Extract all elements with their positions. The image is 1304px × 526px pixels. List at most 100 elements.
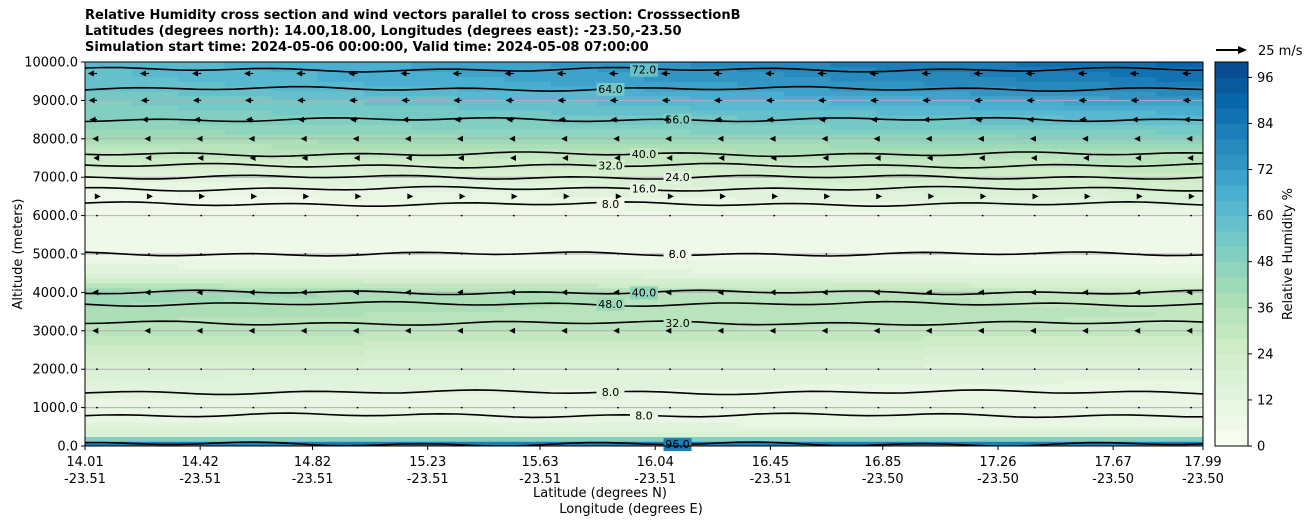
field-cell <box>178 254 226 260</box>
field-cell <box>411 422 459 428</box>
field-cell <box>644 287 692 293</box>
wind-vector <box>148 368 150 371</box>
field-cell <box>224 431 272 437</box>
field-cell <box>783 172 831 178</box>
field-cell <box>690 292 738 298</box>
field-cell <box>737 268 785 274</box>
field-cell <box>1156 441 1203 446</box>
field-cell <box>597 258 645 265</box>
colorbar-segment <box>1215 338 1248 355</box>
field-cell <box>970 287 1018 293</box>
field-cell <box>830 340 878 346</box>
field-cell <box>1016 287 1064 293</box>
field-cell <box>364 220 412 226</box>
field-cell <box>457 287 505 293</box>
field-cell <box>317 66 366 73</box>
field-cell <box>271 124 319 130</box>
field-cell <box>737 306 785 313</box>
field-cell <box>876 369 925 375</box>
field-cell <box>271 110 319 116</box>
field-cell <box>876 225 925 231</box>
field-cell <box>970 66 1018 73</box>
field-cell <box>411 129 459 135</box>
field-cell <box>737 388 785 394</box>
wind-vector-head <box>244 70 251 77</box>
field-cell <box>1016 119 1064 125</box>
wind-vector <box>252 406 255 409</box>
wind-vector <box>200 368 203 371</box>
field-cell <box>690 306 738 313</box>
field-cell <box>364 287 412 293</box>
field-cell <box>85 215 133 221</box>
field-cell <box>550 383 599 389</box>
contour-label-bg <box>663 113 692 127</box>
field-cell <box>644 393 692 399</box>
field-cell <box>876 335 925 341</box>
field-cell <box>737 278 785 284</box>
field-cell <box>131 119 179 125</box>
field-cell <box>131 316 179 322</box>
field-cell <box>550 158 599 164</box>
wind-vector-head <box>248 289 255 296</box>
wind-vector-head <box>348 70 355 77</box>
field-cell <box>690 138 738 145</box>
field-cell <box>830 249 878 255</box>
field-cell <box>1109 81 1158 87</box>
field-cell <box>923 162 971 169</box>
field-cell <box>457 201 505 207</box>
field-cell <box>85 153 133 159</box>
field-cell <box>550 90 599 97</box>
field-cell <box>970 278 1018 284</box>
contour-label-bg <box>663 248 692 261</box>
field-cell <box>178 196 226 202</box>
field-cell <box>457 306 505 313</box>
field-cell <box>131 206 179 212</box>
wind-vector <box>721 368 724 371</box>
field-cell <box>224 191 272 197</box>
field-cell <box>411 100 459 106</box>
field-cell <box>457 249 505 255</box>
wind-vector-head <box>1027 116 1034 123</box>
field-cell <box>131 105 179 111</box>
field-cell <box>85 206 133 212</box>
field-cell <box>364 244 412 250</box>
field-cell <box>457 62 505 68</box>
x-axis: 14.01-23.5114.42-23.5114.82-23.5115.23-2… <box>64 446 1224 487</box>
field-cell <box>271 345 319 351</box>
field-cell <box>737 412 785 418</box>
wind-vector-head <box>300 135 307 142</box>
field-cell <box>783 225 831 231</box>
field-cell <box>1156 268 1203 274</box>
field-cell <box>364 129 412 135</box>
field-cell <box>364 71 412 77</box>
field-cell <box>85 441 133 446</box>
field-cell <box>178 402 226 409</box>
field-cell <box>457 191 505 197</box>
field-cell <box>271 306 319 313</box>
field-cell <box>504 316 552 322</box>
field-cell <box>364 100 412 106</box>
contour-line <box>85 441 1203 446</box>
field-cell <box>457 359 505 365</box>
field-cell <box>131 158 179 164</box>
field-cell <box>364 417 412 423</box>
field-cell <box>457 369 505 375</box>
field-cell <box>1109 167 1158 173</box>
field-cell <box>970 244 1018 250</box>
field-cell <box>690 90 738 97</box>
field-cell <box>85 340 133 346</box>
field-cell <box>550 95 599 101</box>
field-cell <box>85 311 133 317</box>
field-cell <box>178 234 226 241</box>
field-cell <box>504 407 552 413</box>
field-cell <box>876 273 925 279</box>
field-cell <box>1109 402 1158 409</box>
field-cell <box>737 225 785 231</box>
wind-vector-head <box>769 135 776 142</box>
field-cell <box>178 436 226 442</box>
field-cell <box>1016 326 1064 332</box>
field-cell <box>457 441 505 446</box>
field-cell <box>830 95 878 101</box>
field-cell <box>783 134 831 140</box>
field-cell <box>411 268 459 274</box>
